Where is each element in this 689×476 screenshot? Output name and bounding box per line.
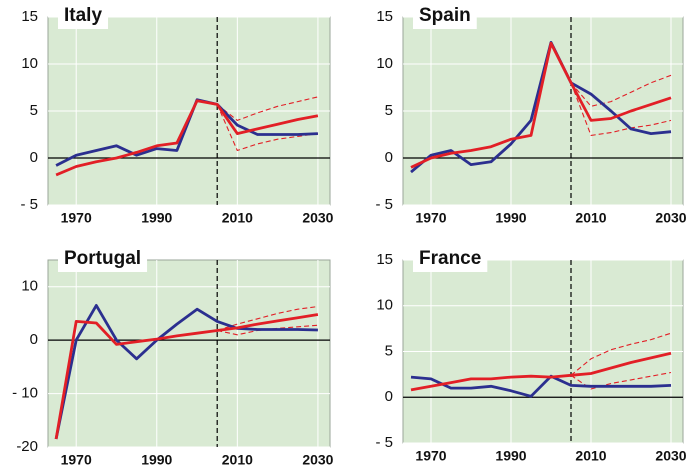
- y-tick-label: 10: [376, 55, 393, 72]
- panel: -20 - 10 0 10 1970 1990 2010 2030 Portugal: [12, 248, 334, 468]
- x-tick-label: 2030: [302, 452, 333, 468]
- x-tick-label: 2010: [575, 448, 606, 464]
- y-tick-label: - 5: [375, 196, 393, 213]
- title-tab: [413, 248, 488, 272]
- panel: - 5 0 5 10 15 1970 1990 2010 2030 France: [375, 248, 687, 464]
- panel-title: Spain: [419, 5, 471, 26]
- series-line: [570, 74, 672, 107]
- title-tab: [58, 5, 109, 29]
- y-tick-label: 10: [21, 278, 38, 295]
- y-tick-label: 15: [376, 8, 393, 25]
- y-tick-label: 10: [21, 55, 38, 72]
- x-tick-label: 1970: [61, 452, 92, 468]
- x-tick-label: 1970: [61, 210, 92, 226]
- y-tick-label: - 10: [12, 385, 38, 402]
- y-tick-label: 5: [385, 102, 393, 119]
- panel-title: France: [419, 248, 481, 269]
- panel-title: Italy: [64, 5, 102, 26]
- x-tick-label: 2030: [655, 448, 686, 464]
- y-tick-label: 15: [21, 8, 38, 25]
- series-line: [54, 304, 318, 440]
- series-line: [55, 98, 318, 167]
- series-line: [217, 305, 318, 332]
- x-tick-label: 2030: [655, 210, 686, 226]
- y-tick-label: 5: [385, 342, 393, 359]
- title-tab: [413, 5, 477, 29]
- x-tick-label: 1990: [495, 210, 526, 226]
- panel: - 5 0 5 10 15 1970 1990 2010 2030 Spain: [375, 5, 687, 226]
- series-line: [410, 374, 672, 398]
- x-tick-label: 2030: [302, 210, 333, 226]
- y-tick-label: -20: [16, 438, 38, 455]
- plot-area: [47, 259, 331, 448]
- y-tick-label: 5: [30, 102, 38, 119]
- panel-title: Portugal: [64, 248, 141, 269]
- y-tick-label: 15: [376, 251, 393, 268]
- x-tick-label: 1990: [495, 448, 526, 464]
- x-tick-label: 2010: [222, 452, 253, 468]
- y-tick-label: 0: [30, 149, 38, 166]
- y-tick-label: 10: [376, 297, 393, 314]
- series-line: [570, 82, 672, 136]
- y-tick-label: - 5: [375, 434, 393, 451]
- series-line: [216, 96, 319, 121]
- title-tab: [58, 248, 148, 272]
- series-line: [54, 313, 319, 440]
- panel: - 5 0 5 10 15 1970 1990 2010 2030 Italy: [20, 5, 334, 226]
- x-tick-label: 1970: [415, 448, 446, 464]
- series-line: [55, 99, 319, 177]
- x-tick-label: 1990: [141, 452, 172, 468]
- series-line: [216, 104, 318, 152]
- series-line: [570, 332, 672, 376]
- y-tick-label: 0: [30, 331, 38, 348]
- x-tick-label: 2010: [222, 210, 253, 226]
- y-tick-label: - 5: [20, 196, 38, 213]
- x-tick-label: 1970: [415, 210, 446, 226]
- y-tick-label: 0: [385, 388, 393, 405]
- x-tick-label: 2010: [575, 210, 606, 226]
- y-tick-label: 0: [385, 149, 393, 166]
- series-line: [410, 351, 672, 392]
- series-line: [410, 41, 672, 169]
- x-tick-label: 1990: [141, 210, 172, 226]
